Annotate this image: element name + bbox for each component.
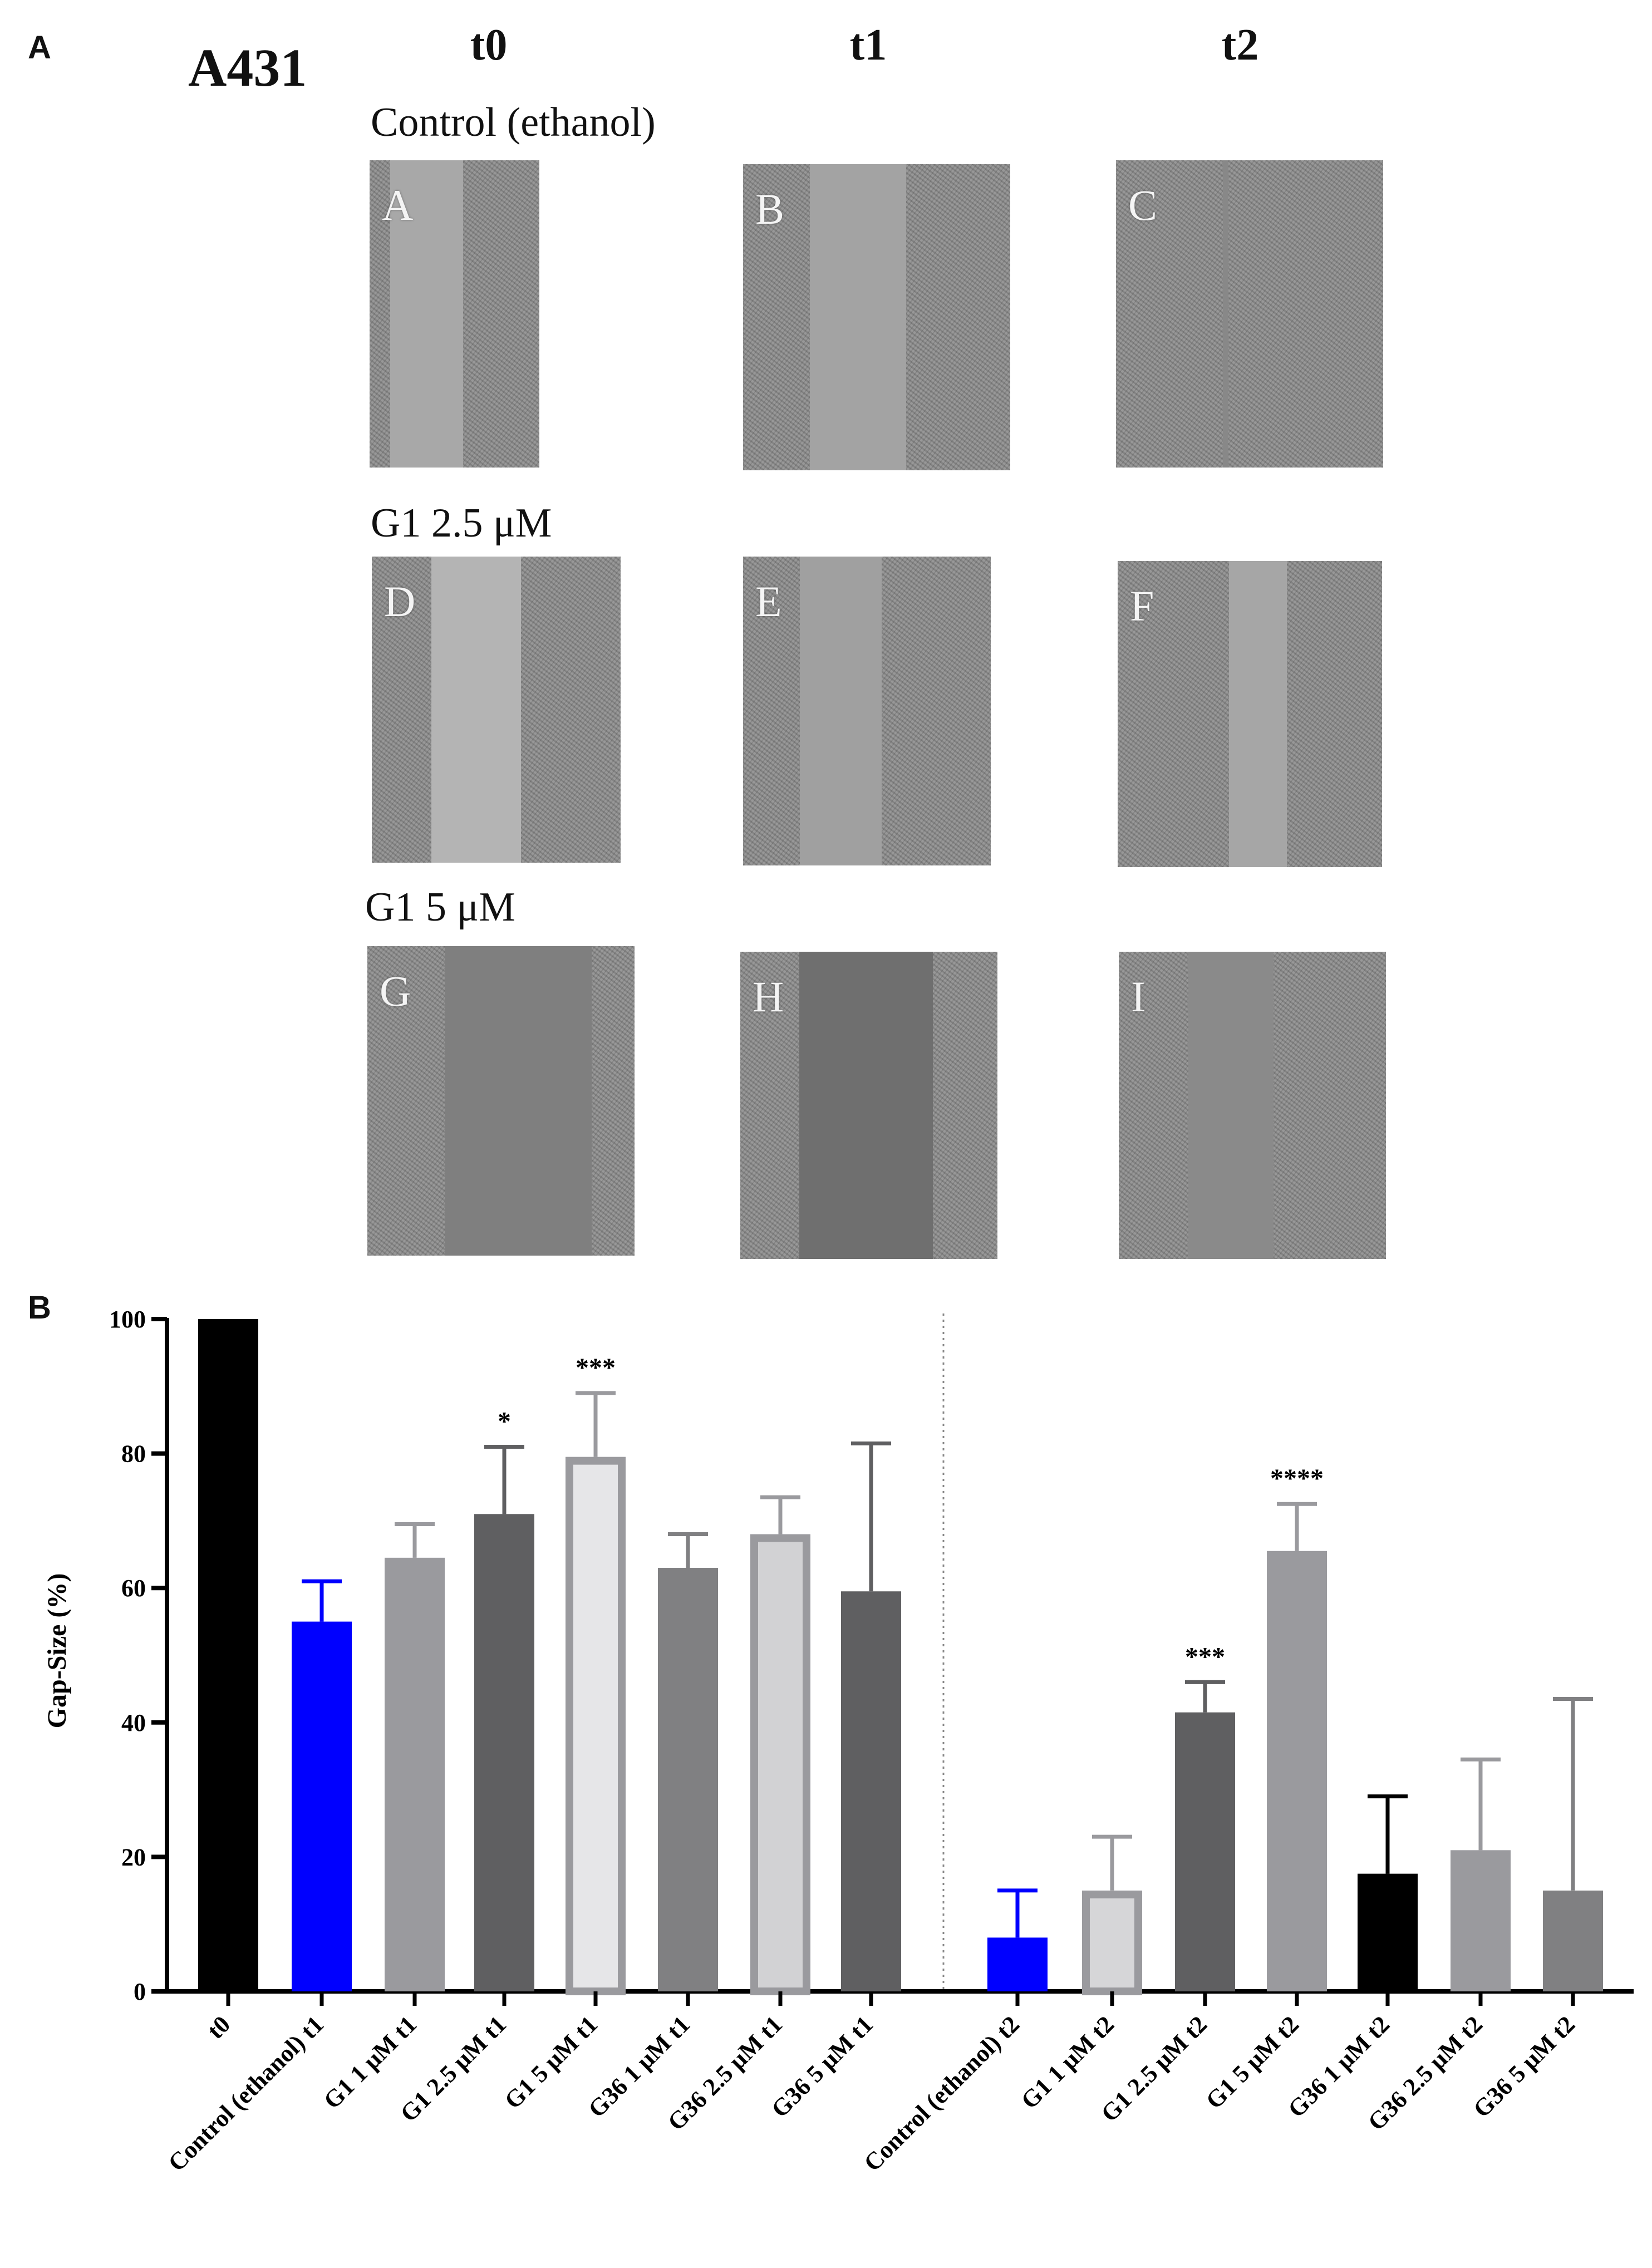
- condition-label-g1-5: G1 5 μM: [365, 884, 515, 930]
- bar: [1451, 1850, 1511, 1991]
- y-tick-label: 20: [121, 1843, 146, 1871]
- bar: [1082, 1890, 1142, 1996]
- x-tick-label: Control (ethanol) t2: [859, 2010, 1025, 2177]
- micrograph-label: G: [380, 967, 411, 1015]
- bar: [198, 1319, 258, 1991]
- scratch-micrograph: I: [1119, 952, 1386, 1259]
- scratch-gap: [445, 946, 592, 1256]
- significance-marker: ***: [1185, 1642, 1225, 1671]
- scratch-micrograph: C: [1116, 160, 1383, 468]
- x-tick-label: Control (ethanol) t1: [163, 2010, 330, 2177]
- significance-marker: ****: [1270, 1464, 1324, 1493]
- x-tick-label: t0: [202, 2010, 236, 2044]
- y-tick-label: 40: [121, 1709, 146, 1736]
- bar: [1267, 1551, 1327, 1991]
- micrograph-label: D: [384, 577, 416, 626]
- y-tick-label: 80: [121, 1440, 146, 1468]
- scratch-gap: [800, 557, 882, 865]
- bar: [385, 1557, 445, 1991]
- timepoint-t0: t0: [470, 21, 508, 70]
- micrograph-label: E: [755, 577, 782, 626]
- scratch-micrograph: A: [370, 160, 539, 468]
- bar: [1175, 1712, 1235, 1991]
- timepoint-t1: t1: [849, 21, 887, 70]
- cell-line-label: A431: [188, 38, 307, 97]
- scratch-gap: [799, 952, 933, 1259]
- bar: [987, 1937, 1048, 1991]
- bar: [292, 1621, 352, 1991]
- bar: [841, 1591, 901, 1991]
- x-tick-label: G1 1 μM t2: [1016, 2010, 1119, 2114]
- scratch-micrograph: G: [367, 946, 635, 1256]
- micrograph-label: F: [1130, 582, 1154, 630]
- timepoint-t2: t2: [1221, 21, 1259, 70]
- bar: [474, 1514, 534, 1991]
- bar: [1358, 1873, 1418, 1991]
- scratch-gap: [390, 160, 463, 468]
- micrograph-label: I: [1131, 972, 1145, 1021]
- scratch-gap: [1188, 952, 1274, 1259]
- micrograph-label: C: [1128, 181, 1158, 229]
- bar: [566, 1457, 626, 1995]
- panel-b-letter: B: [28, 1290, 51, 1326]
- micrograph-label: H: [753, 972, 784, 1021]
- y-axis-label: Gap-Size (%): [42, 1573, 72, 1729]
- scratch-gap: [810, 164, 906, 470]
- scratch-micrograph: B: [743, 164, 1010, 470]
- condition-label-g1-2-5: G1 2.5 μM: [371, 500, 552, 546]
- significance-marker: *: [498, 1407, 511, 1436]
- y-tick-label: 60: [121, 1575, 146, 1602]
- y-tick-label: 0: [134, 1978, 146, 2005]
- bar: [658, 1567, 718, 1991]
- bar: [1543, 1890, 1603, 1991]
- condition-label-control: Control (ethanol): [371, 100, 656, 145]
- scratch-gap: [431, 557, 522, 863]
- scratch-micrograph: F: [1118, 561, 1382, 867]
- significance-marker: ***: [576, 1353, 616, 1383]
- scratch-gap: [1228, 561, 1287, 867]
- y-tick-label: 100: [109, 1306, 146, 1333]
- scratch-micrograph: E: [743, 557, 991, 865]
- micrograph-label: B: [755, 185, 785, 233]
- scratch-micrograph: H: [740, 952, 997, 1259]
- scratch-micrograph: D: [372, 557, 621, 863]
- scratch-gap: [1223, 160, 1228, 468]
- micrograph-label: A: [382, 181, 414, 229]
- panel-a-letter: A: [28, 29, 51, 66]
- bar: [750, 1534, 810, 1996]
